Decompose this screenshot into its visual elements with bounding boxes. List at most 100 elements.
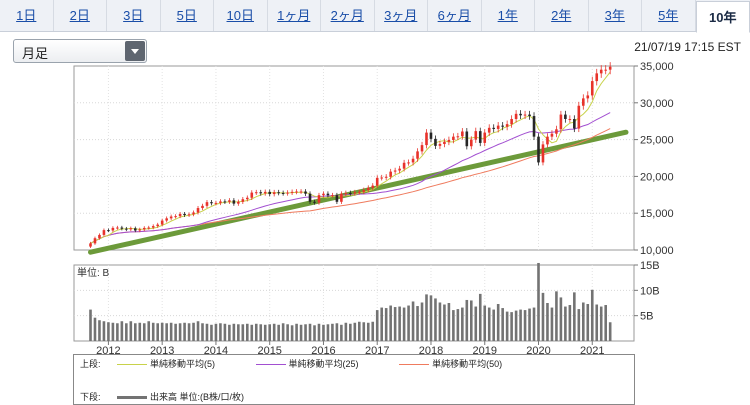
tab-5年[interactable]: 5年 <box>642 0 696 31</box>
candle-body <box>335 195 339 202</box>
volume-bar <box>461 307 464 341</box>
candle-body <box>250 192 254 198</box>
tab-1日[interactable]: 1日 <box>0 0 54 31</box>
volume-bar <box>102 321 106 341</box>
volume-bar <box>107 322 110 341</box>
volume-bar <box>250 324 254 341</box>
volume-bar <box>192 322 195 341</box>
volume-bar <box>326 324 330 341</box>
volume-bar <box>142 323 146 341</box>
candle-body <box>228 200 231 202</box>
candle-body <box>358 191 361 193</box>
price-tick-label: 15,000 <box>640 208 674 220</box>
volume-bar <box>447 303 451 341</box>
volume-bar <box>586 304 590 341</box>
candle-body <box>577 105 581 129</box>
candle-body <box>582 98 585 106</box>
candle-body <box>174 216 177 218</box>
candle-body <box>331 195 334 197</box>
candle-body <box>384 176 388 178</box>
tab-5日[interactable]: 5日 <box>161 0 214 31</box>
volume-bar <box>169 322 173 341</box>
tab-2年[interactable]: 2年 <box>535 0 589 31</box>
volume-bar <box>286 324 289 341</box>
candle-body <box>514 113 518 119</box>
tab-3日[interactable]: 3日 <box>107 0 161 31</box>
volume-bar <box>246 323 249 341</box>
volume-bar <box>483 305 487 341</box>
legend-ma5-swatch <box>117 364 148 366</box>
tab-1ヶ月[interactable]: 1ヶ月 <box>268 0 321 31</box>
tab-10年[interactable]: 10年 <box>695 1 750 33</box>
candle-body <box>187 214 191 216</box>
candle-body <box>299 191 303 193</box>
volume-bar <box>313 325 316 341</box>
legend-upper-label: 上段: <box>80 359 101 369</box>
legend-volume: 出来高 単位:(B株/口/枚) <box>150 392 245 402</box>
period-select-value: 月足 <box>22 46 49 61</box>
volume-bar <box>129 321 133 341</box>
period-select[interactable]: 月足 <box>13 39 147 63</box>
price-tick-label: 35,000 <box>640 61 674 73</box>
volume-bar <box>555 291 558 341</box>
volume-bar <box>254 323 258 341</box>
candle-body <box>326 193 330 196</box>
candle-body <box>317 195 321 203</box>
candle-body <box>295 191 298 193</box>
volume-tick-label: 15B <box>640 260 660 272</box>
candle-body <box>169 216 173 219</box>
candle-body <box>116 227 119 229</box>
candle-body <box>505 124 509 127</box>
volume-bar <box>183 322 186 341</box>
volume-bar <box>160 322 164 341</box>
legend-lower-label: 下段: <box>80 392 101 402</box>
candle-body <box>487 127 491 133</box>
volume-bar <box>232 323 236 341</box>
candle-body <box>263 191 267 194</box>
candle-body <box>568 118 572 120</box>
candle-body <box>586 95 590 99</box>
volume-bar <box>147 321 151 341</box>
tab-2日[interactable]: 2日 <box>54 0 107 31</box>
tab-3年[interactable]: 3年 <box>589 0 642 31</box>
tab-1年[interactable]: 1年 <box>482 0 535 31</box>
volume-bar <box>523 310 527 341</box>
candle-body <box>595 73 599 82</box>
volume-bar <box>138 322 142 341</box>
volume-bar <box>559 297 563 341</box>
candle-body <box>214 202 218 204</box>
candle-body <box>344 192 348 194</box>
volume-bar <box>111 322 115 341</box>
candle-body <box>411 158 415 163</box>
tab-10日[interactable]: 10日 <box>214 0 268 31</box>
volume-tick-label: 5B <box>640 311 653 323</box>
volume-bar <box>465 299 469 341</box>
candle-body <box>425 132 428 146</box>
volume-bar <box>546 303 549 341</box>
volume-bar <box>349 323 352 341</box>
candle-body <box>277 192 280 194</box>
candle-body <box>470 139 473 147</box>
volume-bar <box>375 310 379 341</box>
tab-3ヶ月[interactable]: 3ヶ月 <box>375 0 428 31</box>
volume-bar <box>89 309 92 341</box>
volume-bar <box>205 323 209 341</box>
candle-body <box>608 66 612 70</box>
tab-6ヶ月[interactable]: 6ヶ月 <box>428 0 482 31</box>
legend-ma50-swatch <box>399 364 430 366</box>
candle-body <box>434 138 437 146</box>
volume-bar <box>290 325 294 341</box>
candle-body <box>447 139 451 142</box>
chevron-down-icon[interactable] <box>125 41 145 61</box>
volume-bar <box>398 306 401 341</box>
candle-body <box>268 191 271 195</box>
candle-body <box>496 125 500 129</box>
tab-2ヶ月[interactable]: 2ヶ月 <box>321 0 375 31</box>
volume-bar <box>335 323 339 341</box>
candle-body <box>129 228 133 230</box>
volume-bar <box>582 302 585 341</box>
candle-body <box>389 171 392 177</box>
volume-bar <box>277 324 280 341</box>
candle-body <box>353 192 357 194</box>
volume-bar <box>272 323 276 341</box>
